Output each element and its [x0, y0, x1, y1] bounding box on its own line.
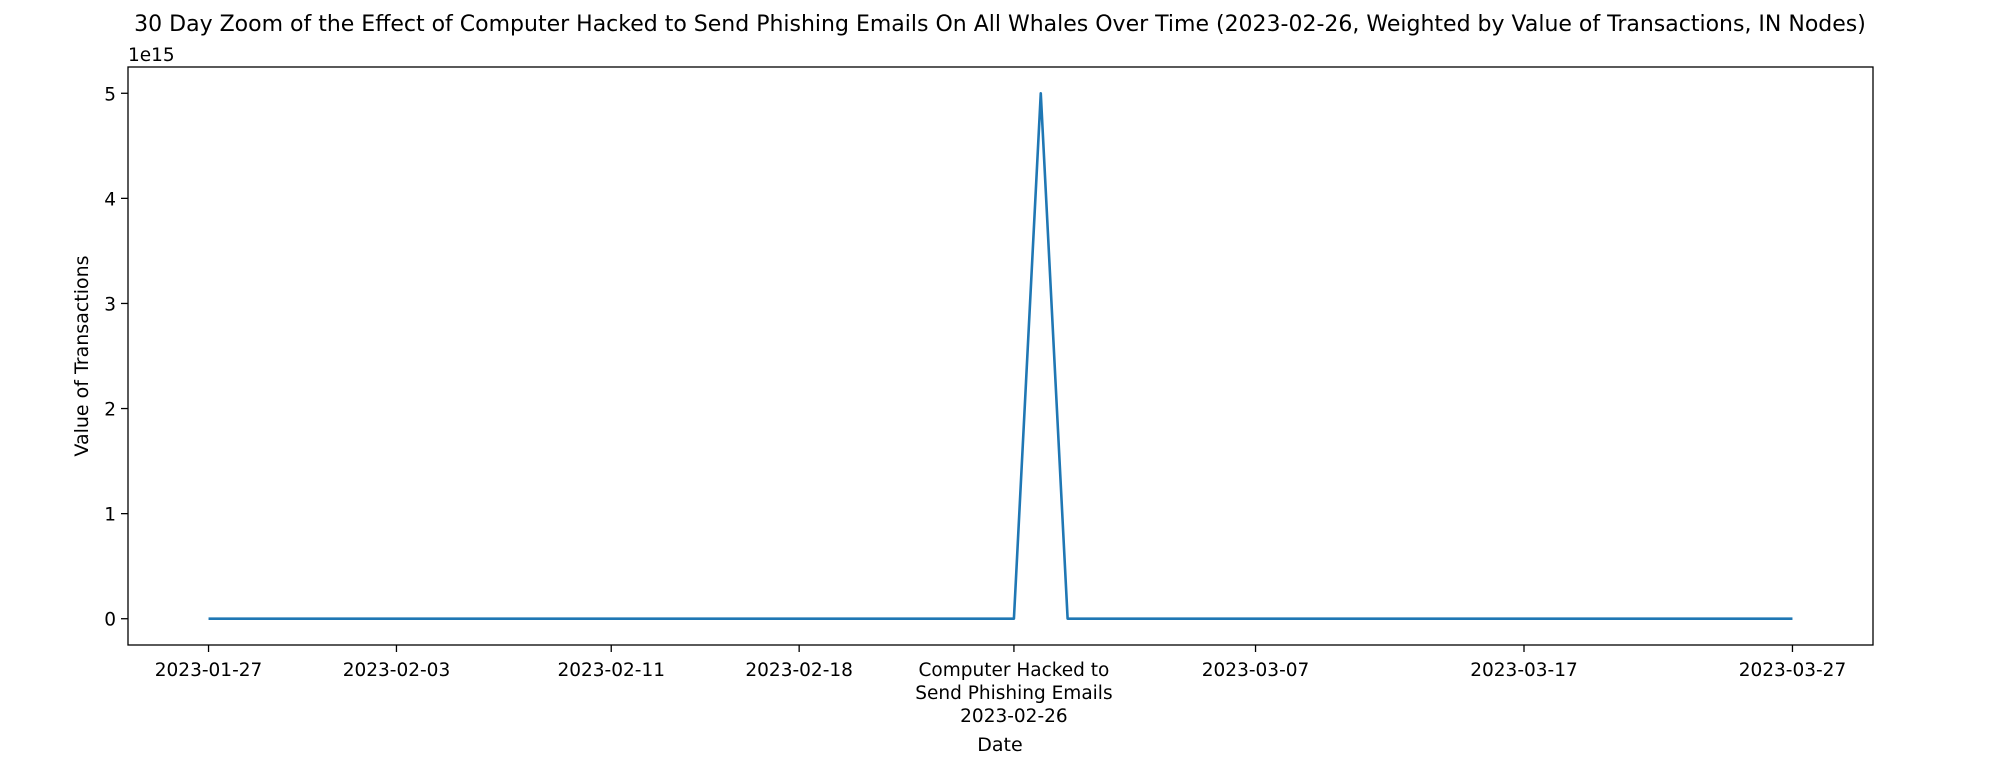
- x-tick-label: 2023-03-17: [1470, 660, 1578, 681]
- y-tick-label: 0: [104, 610, 116, 631]
- x-tick-label: 2023-02-11: [557, 660, 665, 681]
- y-tick-label: 2: [104, 400, 116, 421]
- y-tick-label: 1: [104, 505, 116, 526]
- series-line: [208, 91, 1793, 621]
- y-tick-label: 3: [104, 294, 116, 315]
- event-annotation-label: Computer Hacked to: [918, 660, 1109, 681]
- x-tick-label: 2023-01-27: [155, 660, 263, 681]
- plot-area-frame: [127, 66, 1874, 646]
- chart-title: 30 Day Zoom of the Effect of Computer Ha…: [134, 12, 1866, 37]
- x-tick-label: 2023-02-18: [745, 660, 853, 681]
- y-tick-label: 5: [104, 84, 116, 105]
- y-axis-label: Value of Transactions: [71, 255, 93, 456]
- series-layer: [208, 91, 1793, 621]
- x-axis-label: Date: [977, 734, 1022, 756]
- event-annotation-label: Send Phishing Emails: [915, 683, 1112, 704]
- y-tick-label: 4: [104, 189, 116, 210]
- x-tick-label: 2023-03-07: [1202, 660, 1310, 681]
- x-tick-label: 2023-02-26: [960, 706, 1068, 727]
- x-tick-label: 2023-03-27: [1739, 660, 1847, 681]
- x-tick-label: 2023-02-03: [343, 660, 451, 681]
- y-axis-offset-label: 1e15: [128, 45, 175, 66]
- x-axis-ticks: 2023-01-27 2023-02-03 2023-02-11 2023-02-18…: [155, 645, 1846, 727]
- y-axis-ticks: 0 1 2 3 4 5: [104, 84, 128, 631]
